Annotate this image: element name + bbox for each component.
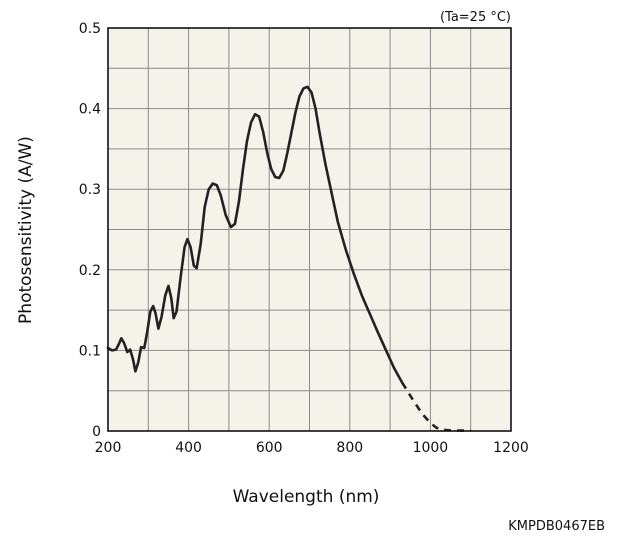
x-tick-label: 400: [175, 440, 202, 456]
x-tick-label: 600: [256, 440, 283, 456]
y-tick-label: 0.1: [79, 343, 101, 359]
y-axis-title: Photosensitivity (A/W): [16, 136, 36, 324]
y-tick-label: 0.2: [79, 263, 101, 279]
x-tick-label: 800: [336, 440, 363, 456]
condition-note: (Ta=25 °C): [440, 10, 511, 25]
y-tick-label: 0.4: [79, 102, 101, 118]
x-axis-title: Wavelength (nm): [233, 487, 380, 507]
document-code: KMPDB0467EB: [508, 519, 605, 534]
plot-frame: [107, 27, 512, 432]
x-tick-label: 200: [95, 440, 122, 456]
grid: [108, 28, 511, 431]
x-tick-label: 1200: [493, 440, 529, 456]
y-tick-label: 0.5: [79, 21, 101, 37]
sensitivity-curve: [106, 85, 404, 384]
y-tick-label: 0: [92, 424, 101, 440]
x-tick-label: 1000: [413, 440, 449, 456]
y-tick-label: 0.3: [79, 182, 101, 198]
